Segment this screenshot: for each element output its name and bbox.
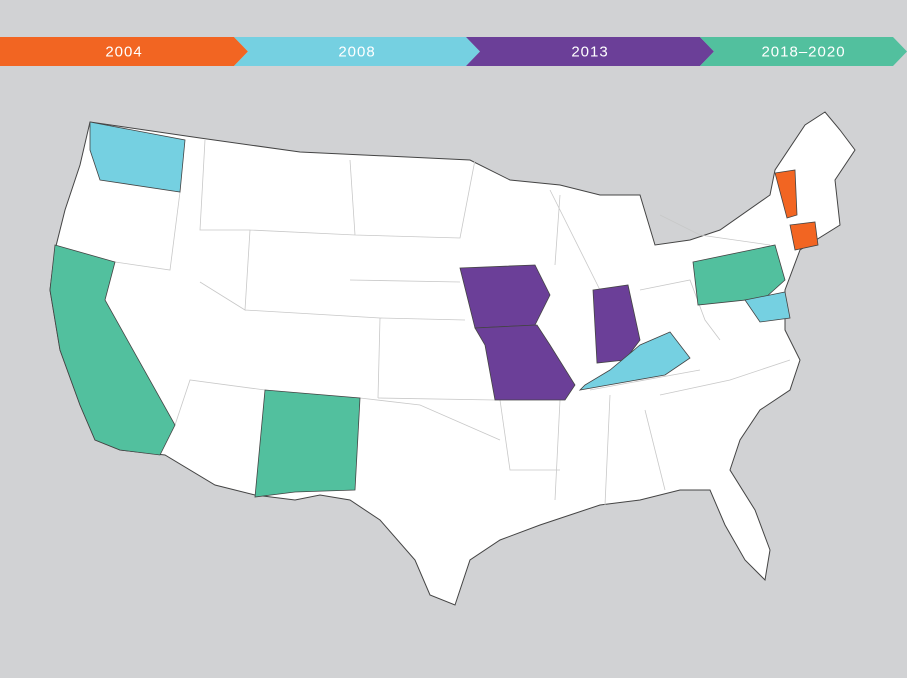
timeline-label: 2008 [338, 43, 375, 60]
state [774, 169, 798, 219]
state [254, 389, 361, 498]
state [459, 264, 551, 329]
us-map [49, 111, 856, 606]
timeline-arrow [466, 37, 714, 66]
state [474, 324, 576, 401]
state [49, 244, 176, 456]
state [692, 244, 786, 306]
state [89, 121, 186, 193]
timeline-arrow [234, 37, 480, 66]
state [578, 331, 691, 391]
state [789, 221, 819, 251]
us-outline [49, 111, 856, 606]
state [744, 291, 791, 323]
timeline-label: 2004 [105, 43, 142, 60]
timeline-arrow [0, 37, 248, 66]
timeline: 2004 2008 2013 2018–2020 [0, 37, 907, 66]
state-borders [114, 139, 791, 506]
timeline-label: 2013 [571, 43, 608, 60]
timeline-arrow [700, 37, 907, 66]
timeline-label: 2018–2020 [761, 43, 845, 60]
state [592, 284, 641, 364]
